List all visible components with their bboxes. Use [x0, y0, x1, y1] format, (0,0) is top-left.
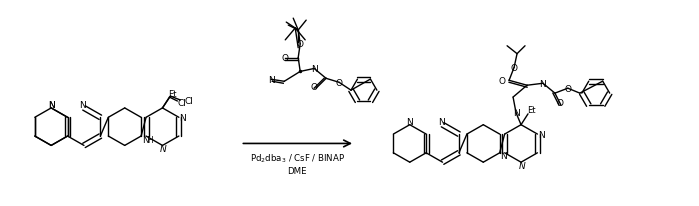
Text: O: O	[296, 40, 303, 49]
Text: O: O	[498, 76, 505, 85]
Text: N: N	[519, 161, 526, 170]
Text: Et: Et	[527, 106, 535, 115]
Text: N: N	[48, 101, 55, 110]
Text: Pd$_2$dba$_3$ / CsF / BINAP: Pd$_2$dba$_3$ / CsF / BINAP	[250, 152, 345, 165]
Text: DME: DME	[287, 166, 307, 175]
Text: Cl: Cl	[178, 98, 187, 107]
Text: N: N	[160, 144, 167, 153]
Text: N: N	[142, 135, 148, 144]
Text: Cl: Cl	[185, 96, 193, 105]
Text: N: N	[406, 118, 413, 127]
Text: N: N	[180, 113, 186, 122]
Text: H: H	[147, 135, 153, 144]
Text: O: O	[564, 84, 571, 93]
Text: N: N	[500, 152, 507, 160]
Text: Et: Et	[168, 89, 177, 98]
Text: O: O	[556, 98, 563, 107]
Text: N: N	[512, 109, 519, 118]
Text: N: N	[311, 65, 317, 74]
Text: O: O	[282, 54, 289, 63]
Text: N: N	[268, 75, 275, 84]
Text: N: N	[538, 130, 545, 139]
Text: N: N	[438, 118, 445, 127]
Text: O: O	[336, 78, 343, 87]
Text: O: O	[310, 82, 317, 91]
Text: N: N	[80, 101, 87, 110]
Text: N: N	[48, 101, 55, 110]
Text: N: N	[540, 79, 547, 88]
Text: O: O	[510, 64, 517, 73]
